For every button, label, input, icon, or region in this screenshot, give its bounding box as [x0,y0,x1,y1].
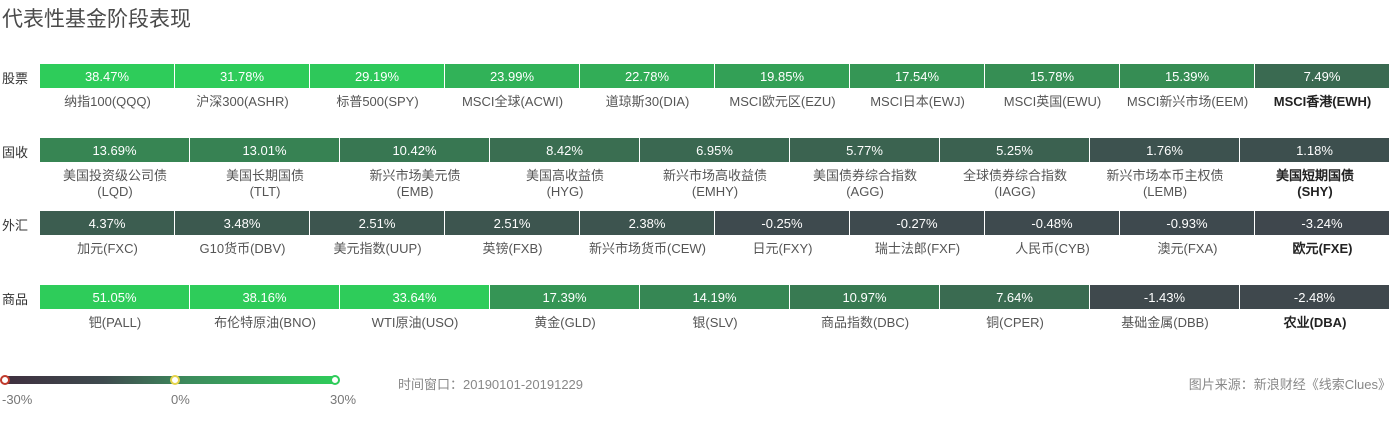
heatmap-cell: 8.42% [490,138,640,162]
heatmap-cell: 1.76% [1090,138,1240,162]
heatmap-cell: 13.69% [40,138,190,162]
fund-name: 澳元(FXA) [1157,241,1218,256]
heatmap-cell: 6.95% [640,138,790,162]
heatmap-cell: 22.78% [580,64,715,88]
page-title: 代表性基金阶段表现 [2,8,191,31]
heatmap-cell: 2.51% [445,211,580,235]
heatmap-row: 51.05% 钯(PALL) 38.16% 布伦特原油(BNO) 33.64% WTI原油… [40,285,1390,349]
time-window: 时间窗口：20190101-20191229 [398,377,584,392]
legend-min-marker [0,375,10,385]
fund-name: MSCI全球(ACWI) [461,94,564,109]
fund-name: MSCI新兴市场(EEM) [1126,94,1249,109]
heatmap-cell: -0.93% [1120,211,1255,235]
heatmap-cell: -0.48% [985,211,1120,235]
fund-name: 道琼斯30(DIA) [605,94,690,109]
heatmap-cell: 13.01% [190,138,340,162]
heatmap-cell: 7.64% [940,285,1090,309]
row-label: 外汇 [2,218,29,233]
heatmap-cell: 23.99% [445,64,580,88]
heatmap-cell: 7.49% [1255,64,1390,88]
fund-name: 英镑(FXB) [482,241,543,256]
fund-name: 美国短期国债 (SHY) [1275,168,1354,199]
row-label: 商品 [2,292,29,307]
legend-mid-marker [170,375,180,385]
fund-name: 美国投资级公司债 (LQD) [62,168,167,199]
heatmap-row: 38.47% 纳指100(QQQ) 31.78% 沪深300(ASHR) 29.19% 标… [40,64,1390,128]
row-label: 股票 [2,71,29,86]
fund-name: 基础金属(DBB) [1121,315,1209,330]
fund-name: 新兴市场本币主权债 (LEMB) [1106,168,1224,199]
heatmap-cell: 38.47% [40,64,175,88]
fund-name: 沪深300(ASHR) [196,94,289,109]
fund-name: 银(SLV) [692,315,738,330]
heatmap-row: 4.37% 加元(FXC) 3.48% G10货币(DBV) 2.51% 美元指数(UUP… [40,211,1390,275]
fund-name: 新兴市场货币(CEW) [589,241,706,256]
fund-name: 美元指数(UUP) [333,241,422,256]
heatmap-cell: 10.42% [340,138,490,162]
fund-name: 欧元(FXE) [1292,241,1353,256]
fund-name: 加元(FXC) [77,241,138,256]
heatmap-cell: 5.77% [790,138,940,162]
heatmap-cell: 15.78% [985,64,1120,88]
fund-name: 钯(PALL) [88,315,142,330]
heatmap-cell: 15.39% [1120,64,1255,88]
fund-name: 全球债券综合指数 (IAGG) [962,168,1067,199]
fund-name: 布伦特原油(BNO) [214,315,316,330]
heatmap-cell: 33.64% [340,285,490,309]
heatmap-cell: 5.25% [940,138,1090,162]
legend-max-marker [330,375,340,385]
fund-name: 商品指数(DBC) [820,315,910,330]
heatmap-cell: 29.19% [310,64,445,88]
heatmap-cell: 31.78% [175,64,310,88]
heatmap-cell: -0.25% [715,211,850,235]
fund-name: MSCI香港(EWH) [1273,94,1372,109]
heatmap-cell: 17.54% [850,64,985,88]
fund-name: 铜(CPER) [986,315,1044,330]
heatmap-cell: 38.16% [190,285,340,309]
heatmap-cell: 14.19% [640,285,790,309]
heatmap-cell: 2.51% [310,211,445,235]
fund-name: 纳指100(QQQ) [64,94,151,109]
fund-name: 标普500(SPY) [336,94,419,109]
heatmap-cell: 51.05% [40,285,190,309]
heatmap-cell: 4.37% [40,211,175,235]
fund-name: 新兴市场高收益债 (EMHY) [662,168,767,199]
heatmap-cell: 2.38% [580,211,715,235]
fund-name: MSCI日本(EWJ) [870,94,965,109]
heatmap-cell: 17.39% [490,285,640,309]
heatmap-cell: -3.24% [1255,211,1390,235]
fund-name: 美国债券综合指数 (AGG) [812,168,917,199]
heatmap-cell: 10.97% [790,285,940,309]
fund-name: G10货币(DBV) [199,241,286,256]
fund-name: 新兴市场美元债 (EMB) [369,168,461,199]
fund-name: 美国长期国债 (TLT) [225,168,304,199]
fund-name: 日元(FXY) [752,241,813,256]
heatmap-row: 13.69% 美国投资级公司债 (LQD) 13.01% 美国长期国债 (TLT) 10.4… [40,138,1390,202]
heatmap-cell: 3.48% [175,211,310,235]
fund-name: 农业(DBA) [1283,315,1347,330]
legend-max-label: 30% [330,392,357,407]
legend-min-label: -30% [2,392,33,407]
fund-name: MSCI欧元区(EZU) [729,94,836,109]
legend-mid-label: 0% [171,392,190,407]
heatmap-cell: -1.43% [1090,285,1240,309]
image-source: 图片来源：新浪财经《线索Clues》 [1188,377,1391,392]
heatmap-cell: -0.27% [850,211,985,235]
fund-name: 黄金(GLD) [534,315,596,330]
heatmap-cell: 1.18% [1240,138,1390,162]
fund-name: 瑞士法郎(FXF) [874,241,961,256]
fund-name: 人民币(CYB) [1015,241,1090,256]
fund-name: WTI原油(USO) [371,315,459,330]
fund-name: 美国高收益债 (HYG) [525,168,604,199]
fund-name: MSCI英国(EWU) [1003,94,1102,109]
row-label: 固收 [2,145,29,160]
heatmap-cell: -2.48% [1240,285,1390,309]
heatmap-cell: 19.85% [715,64,850,88]
